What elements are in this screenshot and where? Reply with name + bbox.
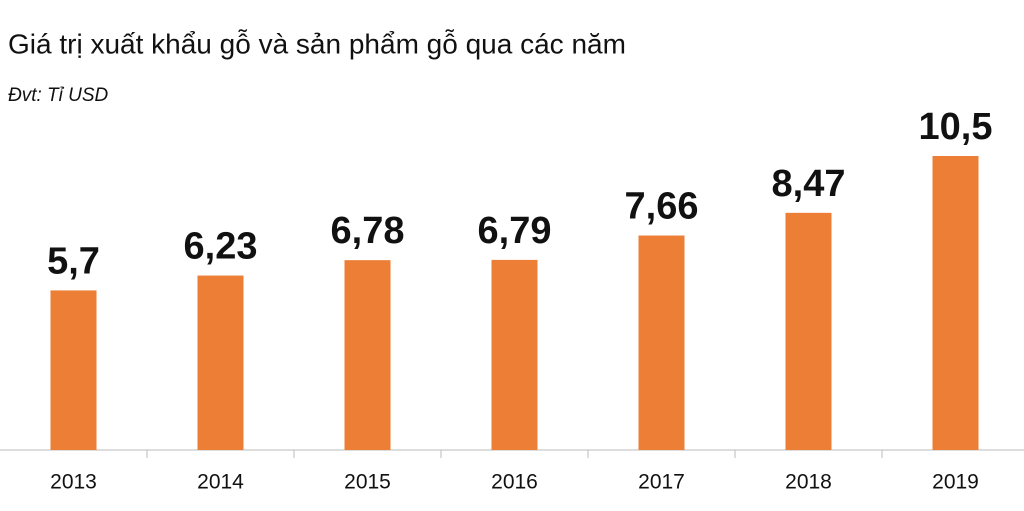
bar <box>785 212 832 450</box>
value-label: 8,47 <box>772 163 846 205</box>
x-tick-label: 2019 <box>932 471 979 494</box>
value-label: 10,5 <box>919 106 993 148</box>
value-label: 6,23 <box>184 226 258 268</box>
chart-subtitle: Đvt: Tỉ USD <box>8 85 109 106</box>
chart-title: Giá trị xuất khẩu gỗ và sản phẩm gỗ qua … <box>8 28 626 59</box>
value-label: 6,79 <box>478 210 552 252</box>
value-label: 7,66 <box>625 186 699 228</box>
value-label: 6,78 <box>331 210 405 252</box>
value-label: 5,7 <box>47 240 100 282</box>
x-tick-label: 2015 <box>344 471 391 494</box>
x-tick-label: 2014 <box>197 471 244 494</box>
x-tick-label: 2016 <box>491 471 538 494</box>
bar <box>932 156 979 450</box>
x-tick-label: 2013 <box>50 471 97 494</box>
bar <box>197 275 244 450</box>
bar <box>50 290 97 450</box>
bar <box>344 260 391 450</box>
x-tick-label: 2017 <box>638 471 685 494</box>
bar <box>638 235 685 450</box>
x-tick-label: 2018 <box>785 471 832 494</box>
bar <box>491 259 538 450</box>
